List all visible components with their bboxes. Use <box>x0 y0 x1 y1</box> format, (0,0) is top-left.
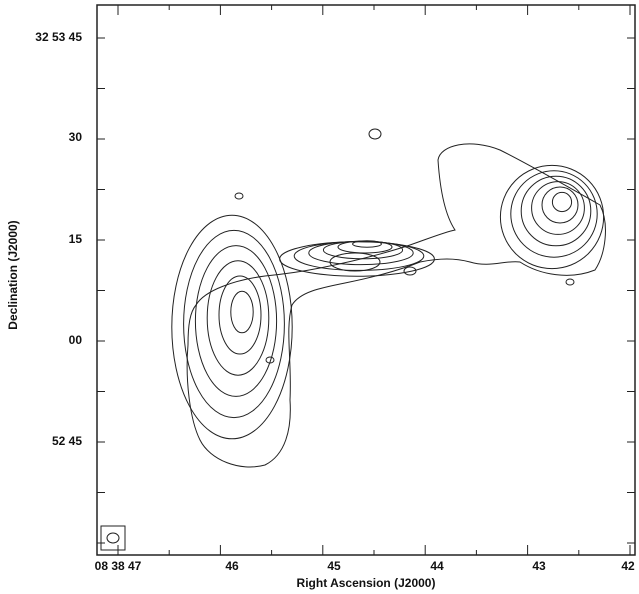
y-tick-label: 52 45 <box>52 434 82 448</box>
x-tick-label: 45 <box>327 559 341 573</box>
inner-contour <box>322 240 404 260</box>
beam-box <box>100 525 126 551</box>
inner-contour <box>510 170 598 258</box>
inner-contour <box>171 214 293 440</box>
y-tick-label: 30 <box>69 130 83 144</box>
compact-source <box>565 278 575 286</box>
core <box>329 252 381 272</box>
x-tick-label: 08 38 47 <box>95 559 142 573</box>
x-tick-label: 43 <box>532 559 546 573</box>
compact-source <box>403 266 417 276</box>
inner-contour <box>551 191 573 213</box>
inner-contour <box>520 175 592 247</box>
y-axis-label: Declination (J2000) <box>6 220 20 329</box>
inner-contour <box>531 181 585 235</box>
inner-contour <box>206 260 270 376</box>
inner-contour <box>230 290 254 334</box>
compact-source <box>368 128 382 140</box>
plot-frame <box>96 4 636 556</box>
inner-contour <box>218 275 262 355</box>
x-tick-label: 46 <box>225 559 239 573</box>
x-axis-label: Right Ascension (J2000) <box>297 576 436 590</box>
inner-contour <box>541 186 579 224</box>
beam <box>106 532 120 544</box>
y-tick-label: 15 <box>69 232 83 246</box>
inner-contour <box>194 245 278 397</box>
inner-contour <box>499 164 605 270</box>
y-tick-label: 00 <box>69 333 83 347</box>
outer-contour <box>186 143 606 468</box>
y-tick-label: 32 53 45 <box>35 30 82 44</box>
compact-source <box>234 192 244 200</box>
x-tick-label: 42 <box>621 559 635 573</box>
inner-contour <box>293 241 425 271</box>
contours <box>171 128 606 468</box>
inner-contour <box>352 240 382 248</box>
ticks <box>97 5 635 555</box>
x-tick-label: 44 <box>430 559 444 573</box>
inner-contour <box>183 229 285 419</box>
